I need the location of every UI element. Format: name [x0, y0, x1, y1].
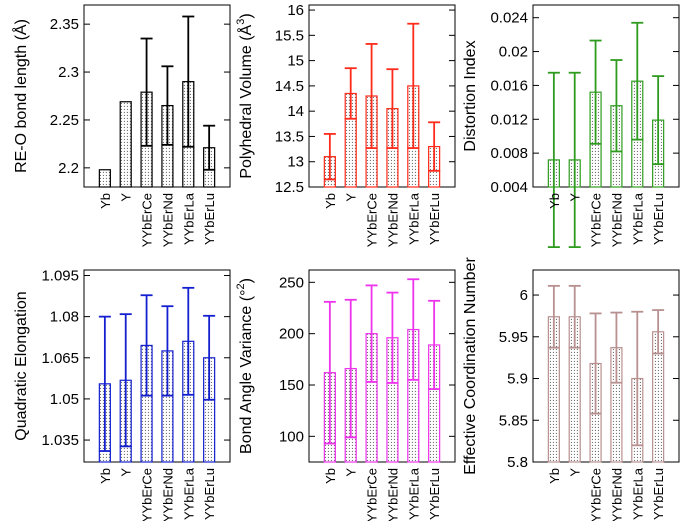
x-tick-label: YYbErLu [202, 193, 217, 245]
x-tick-label: YYbErLu [427, 193, 442, 245]
y-tick-label: 200 [279, 326, 304, 343]
y-axis-title: Quadratic Elongation [13, 291, 30, 440]
axes-frame [532, 269, 680, 463]
y-axis-title-close: ) [238, 278, 255, 283]
y-tick-label: 0.024 [490, 10, 528, 27]
y-tick-label: 1.095 [41, 267, 79, 284]
y-tick-label: 14 [287, 103, 304, 120]
y-tick-label: 1.065 [41, 350, 79, 367]
y-tick-label: 1.08 [50, 309, 79, 326]
y-tick-label: 1.035 [41, 432, 79, 449]
axes-frame [308, 4, 456, 188]
y-tick-label: 5.8 [507, 454, 528, 471]
bar [119, 101, 132, 188]
x-tick-label: YYbErLu [651, 468, 666, 520]
x-tick-label: YYbErNd [160, 193, 175, 247]
y-axis-title-superscript: 3 [235, 19, 247, 25]
x-tick-label: Yb [98, 468, 113, 484]
chart-panel-2: 12.5 13 13.5 14 14.5 15 15.5 16 Yb Y YYbErCe YYbErN… [235, 2, 456, 247]
y-tick-label: 250 [279, 274, 304, 291]
y-tick-label: 2.3 [58, 64, 79, 81]
y-tick-label: 2.2 [58, 160, 79, 177]
y-tick-label: 13.5 [275, 128, 304, 145]
y-tick-label: 6 [520, 287, 528, 304]
y-tick-label: 5.95 [499, 329, 528, 346]
x-tick-label: YYbErLu [651, 193, 666, 245]
axes-frame [83, 269, 231, 463]
y-tick-label: 100 [279, 428, 304, 445]
y-tick-label: 15.5 [275, 27, 304, 44]
y-tick-label: 15 [287, 53, 304, 70]
x-tick-label: YYbErNd [385, 468, 400, 521]
chart-panel-3: 0.004 0.008 0.012 0.016 0.02 0.024 Yb Y YYbErCe Y… [462, 4, 680, 249]
x-tick-label: YYbErLa [630, 467, 645, 520]
x-tick-label: YYbErLa [406, 192, 421, 245]
x-tick-label: YYbErLu [427, 468, 442, 520]
x-tick-label: Yb [547, 468, 562, 484]
y-axis-title: RE-O bond length (Å) [11, 19, 30, 173]
x-tick-label: YYbErCe [589, 193, 604, 247]
axes-frame [308, 269, 456, 463]
y-axis-title: Distortion Index [462, 40, 479, 151]
y-tick-label: 0.02 [499, 44, 528, 61]
axes-frame [532, 4, 680, 188]
y-tick-label: 2.25 [50, 112, 79, 129]
y-axis-title-unit: ° [238, 290, 255, 296]
x-tick-label: Yb [323, 193, 338, 209]
y-axis-title-text: Polyhedral Volume ( [238, 35, 255, 179]
chart-panel-6: 5.8 5.85 5.9 5.95 6 Yb Y YYbErCe YYbErNd YYbErLa Y… [462, 257, 680, 521]
y-tick-label: 5.85 [499, 412, 528, 429]
y-tick-label: 0.008 [490, 145, 528, 162]
x-tick-label: YYbErNd [609, 193, 624, 247]
x-tick-label: YYbErLu [202, 468, 217, 520]
chart-panel-5: 100 150 200 250 Yb Y YYbErCe YYbErNd YYbErLa YYbE… [235, 269, 456, 521]
y-tick-label: 16 [287, 2, 304, 19]
x-tick-label: Y [119, 468, 134, 477]
y-tick-label: 0.016 [490, 77, 528, 94]
x-tick-label: YYbErLa [181, 192, 196, 245]
y-axis-title-superscript: 2 [235, 283, 247, 289]
y-axis-title-text: Bond Angle Variance ( [238, 295, 255, 454]
x-tick-label: YYbErLa [181, 467, 196, 520]
x-tick-label: Y [344, 193, 359, 202]
y-tick-label: 12.5 [275, 179, 304, 196]
x-tick-label: YYbErCe [589, 468, 604, 521]
y-tick-label: 0.004 [490, 179, 528, 196]
y-tick-label: 0.012 [490, 111, 528, 128]
chart-panel-1: 2.2 2.25 2.3 2.35 Yb Y YYbErCe YYbErNd YYbErLa YY… [11, 4, 231, 247]
y-axis-title: Polyhedral Volume (Å3) [235, 13, 255, 178]
y-tick-label: 1.05 [50, 391, 79, 408]
x-tick-label: Y [568, 468, 583, 477]
x-tick-label: YYbErCe [140, 468, 155, 521]
x-tick-label: YYbErNd [609, 468, 624, 521]
x-tick-label: YYbErLa [406, 467, 421, 520]
y-tick-label: 150 [279, 377, 304, 394]
x-tick-label: YYbErCe [365, 193, 380, 247]
bar [98, 169, 111, 188]
x-tick-label: YYbErCe [365, 468, 380, 521]
x-tick-label: Yb [323, 468, 338, 484]
x-tick-label: Y [568, 193, 583, 202]
y-tick-label: 2.35 [50, 16, 79, 33]
y-tick-label: 5.9 [507, 371, 528, 388]
y-axis-title-unit: Å [236, 24, 255, 35]
y-axis-title: Effective Coordination Number [462, 257, 479, 475]
y-tick-label: 13 [287, 154, 304, 171]
axes-frame [83, 4, 231, 188]
x-tick-label: YYbErNd [385, 193, 400, 247]
x-tick-label: YYbErCe [140, 193, 155, 247]
x-tick-label: Yb [98, 193, 113, 209]
y-axis-title-close: ) [238, 13, 255, 18]
x-tick-label: Y [119, 193, 134, 202]
chart-panel-4: 1.035 1.05 1.065 1.08 1.095 Yb Y YYbErCe YYbErNd… [13, 267, 231, 521]
x-tick-label: Y [344, 468, 359, 477]
x-tick-label: YYbErNd [160, 468, 175, 521]
x-tick-label: YYbErLa [630, 192, 645, 245]
y-axis-title: Bond Angle Variance (°2) [235, 278, 255, 454]
x-tick-label: Yb [547, 193, 562, 209]
y-tick-label: 14.5 [275, 78, 304, 95]
